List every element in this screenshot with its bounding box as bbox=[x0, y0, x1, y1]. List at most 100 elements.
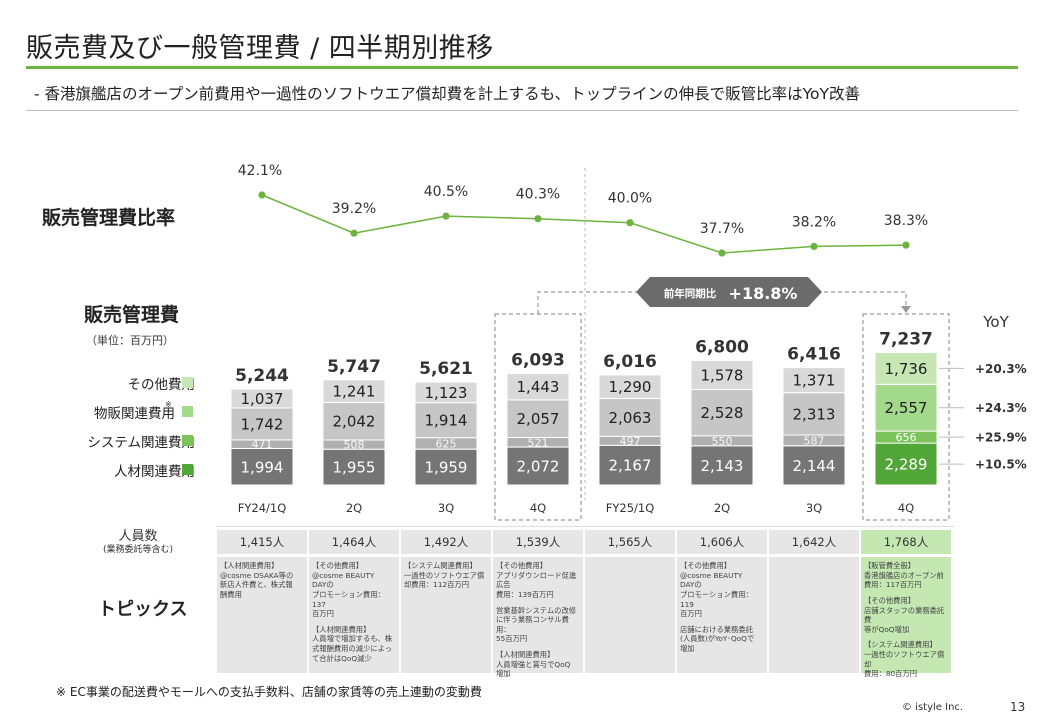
headcount-cell: 1,565人 bbox=[585, 530, 675, 554]
yoy-badge bbox=[636, 277, 822, 307]
category-label: 4Q bbox=[898, 501, 914, 515]
system-value-label: 587 bbox=[804, 434, 825, 447]
total-label: 6,093 bbox=[511, 351, 565, 371]
topic-line: 一過性のソフトウエア償却 bbox=[864, 650, 945, 669]
merch-value-label: 2,042 bbox=[333, 413, 376, 431]
personnel-segment bbox=[598, 444, 662, 486]
yoy-value: +20.3% bbox=[975, 362, 1027, 376]
headcount-cell: 1,464人 bbox=[309, 530, 399, 554]
topic-line: 店舗における業務委託 bbox=[680, 624, 753, 634]
personnel-segment bbox=[506, 446, 570, 486]
total-label: 5,621 bbox=[419, 359, 473, 379]
yoy-badge-prefix: 前年同期比 bbox=[664, 287, 717, 300]
topic-line: 百万円 bbox=[312, 609, 334, 619]
total-label: 5,747 bbox=[327, 357, 381, 377]
topic-line: 費用：80百万円 bbox=[864, 669, 918, 679]
topic-line: 【システム関連費用】 bbox=[864, 640, 937, 650]
topic-line: アプリダウンロード促進広告 bbox=[496, 570, 577, 590]
headcount-cell: 1,492人 bbox=[401, 530, 491, 554]
topic-line: プロモーション費用：137 bbox=[312, 589, 385, 609]
other-segment bbox=[690, 360, 754, 391]
topic-line: 人員増強と賞与でQoQ bbox=[496, 659, 571, 669]
merch-value-label: 1,914 bbox=[425, 412, 468, 430]
legend-merch: 物販関連費用 bbox=[94, 406, 175, 422]
topic-line: @cosme BEAUTY bbox=[312, 570, 375, 580]
unit-label: （単位：百万円） bbox=[86, 334, 174, 347]
topic-line: 【人材関連費用】 bbox=[496, 650, 555, 659]
other-segment bbox=[322, 379, 386, 403]
yoy-value: +10.5% bbox=[975, 458, 1027, 472]
topic-line: 55百万円 bbox=[496, 634, 528, 644]
other-value-label: 1,578 bbox=[701, 367, 744, 385]
category-label: 2Q bbox=[346, 501, 362, 515]
legend-merch-note: ※ bbox=[165, 400, 172, 409]
topic-line bbox=[496, 644, 580, 647]
merch-segment bbox=[690, 389, 754, 437]
topic-line: 却費用：112百万円 bbox=[404, 580, 470, 590]
topic-cell: 【その他費用】 @cosme BEAUTY DAYの プロモーション費用：137 百万円… bbox=[309, 557, 399, 673]
personnel-value-label: 1,994 bbox=[241, 458, 284, 476]
personnel-value-label: 2,144 bbox=[793, 457, 836, 475]
ratio-label: 38.2% bbox=[792, 214, 836, 230]
merch-value-label: 2,057 bbox=[517, 410, 560, 428]
personnel-segment bbox=[874, 442, 938, 486]
topic-line bbox=[864, 590, 948, 593]
category-label: 3Q bbox=[806, 501, 822, 515]
table-divider bbox=[216, 526, 954, 527]
topic-line: 【販管費全般】 bbox=[864, 561, 916, 570]
topic-line: 店舗スタッフの業務委託費 bbox=[864, 605, 945, 625]
legend-personnel: 人材関連費用 bbox=[114, 464, 195, 480]
ratio-point bbox=[902, 241, 910, 249]
personnel-value-label: 2,072 bbox=[517, 458, 560, 476]
topic-line: 増加 bbox=[680, 644, 695, 653]
topic-line: に伴う業務コンサル費用： bbox=[496, 615, 569, 634]
headcount-cell: 1,768人 bbox=[861, 530, 951, 554]
topic-line bbox=[680, 619, 764, 622]
topic-line: 等がQoQ増加 bbox=[864, 624, 910, 634]
ratio-point bbox=[718, 249, 726, 257]
legend-swatch-personnel bbox=[182, 464, 193, 475]
copyright: © istyle Inc. bbox=[902, 702, 964, 713]
ratio-label: 40.0% bbox=[608, 191, 652, 207]
topic-line: 酬費用 bbox=[220, 589, 242, 599]
other-value-label: 1,037 bbox=[241, 390, 284, 408]
personnel-value-label: 2,143 bbox=[701, 457, 744, 475]
highlight-box bbox=[862, 313, 950, 521]
legend-swatch-merch bbox=[182, 406, 193, 417]
other-segment bbox=[506, 373, 570, 401]
personnel-segment bbox=[414, 448, 478, 486]
ratio-label: 40.5% bbox=[424, 184, 468, 200]
other-value-label: 1,290 bbox=[609, 378, 652, 396]
system-value-label: 550 bbox=[712, 435, 733, 448]
personnel-segment bbox=[230, 448, 294, 486]
topic-line: 香港旗艦店のオープン前 bbox=[864, 570, 944, 580]
personnel-value-label: 1,959 bbox=[425, 459, 468, 477]
subtitle-divider bbox=[26, 110, 1018, 111]
topic-line: 百万円 bbox=[680, 609, 702, 619]
topic-cell bbox=[769, 557, 859, 673]
category-label: FY24/1Q bbox=[238, 501, 287, 515]
topic-line: 【システム関連費用】 bbox=[404, 561, 477, 570]
other-value-label: 1,241 bbox=[333, 383, 376, 401]
ratio-point bbox=[626, 219, 634, 227]
topics-label: トピックス bbox=[98, 599, 188, 620]
merch-value-label: 2,557 bbox=[885, 399, 928, 417]
topic-line: 【その他費用】 bbox=[496, 561, 548, 570]
category-label: FY25/1Q bbox=[606, 501, 655, 515]
yoy-value: +25.9% bbox=[975, 431, 1027, 445]
legend-other: その他費用 bbox=[127, 377, 196, 393]
merch-value-label: 1,742 bbox=[241, 416, 284, 434]
category-label: 2Q bbox=[714, 501, 730, 515]
headcount-cell: 1,539人 bbox=[493, 530, 583, 554]
merch-segment bbox=[506, 399, 570, 438]
topic-line: 式報酬費用の減少によっ bbox=[312, 644, 393, 653]
personnel-value-label: 1,955 bbox=[333, 459, 376, 477]
topic-line: 人員増で増加するも、株 bbox=[312, 634, 393, 644]
other-segment bbox=[230, 388, 294, 409]
system-value-label: 656 bbox=[896, 431, 917, 444]
topic-line: 費用：139百万円 bbox=[496, 589, 554, 599]
ratio-label: 38.3% bbox=[884, 213, 928, 229]
topic-cell: 【販管費全般】 香港旗艦店のオープン前 費用：117百万円 【その他費用】 店舗スタッフ… bbox=[861, 557, 951, 678]
merch-segment bbox=[782, 392, 846, 436]
